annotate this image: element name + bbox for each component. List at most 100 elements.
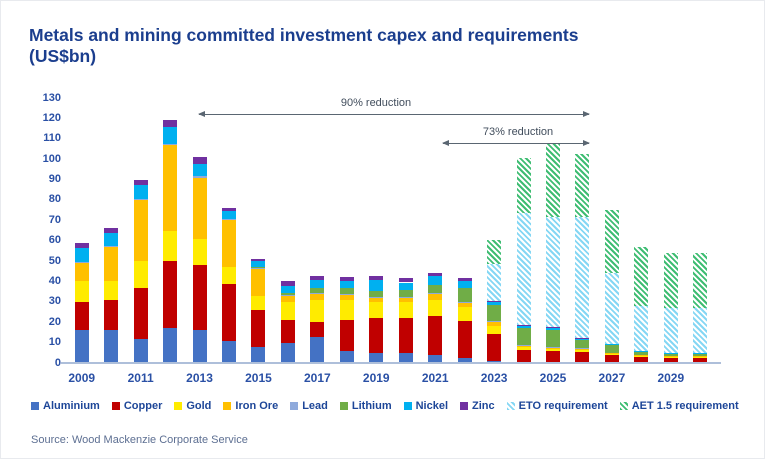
y-tick-label-120: 120 (42, 111, 61, 124)
segment-2013-nickel (192, 164, 207, 177)
segment-2010-gold (104, 281, 119, 300)
segment-2019-iron-ore (369, 297, 384, 302)
segment-2023-aluminium (487, 360, 502, 363)
y-tick-label-20: 20 (48, 315, 61, 328)
segment-2017-iron-ore (310, 293, 325, 300)
segment-2010-nickel (104, 232, 119, 246)
segment-2025-lead (546, 346, 560, 348)
segment-2018-lithium (339, 287, 354, 294)
segment-2021-aluminium (428, 354, 443, 363)
segment-2024-zinc (516, 325, 531, 327)
bar-2016 (280, 281, 295, 363)
segment-2021-lead (428, 292, 443, 294)
segment-2023-zinc (487, 300, 502, 302)
segment-2018-nickel (339, 281, 354, 288)
segment-2020-nickel (398, 282, 413, 290)
segment-2023-nickel (487, 301, 502, 305)
y-tick-label-40: 40 (48, 274, 61, 287)
legend-swatch-copper (111, 402, 120, 410)
segment-2020-lithium (398, 289, 413, 297)
y-tick-label-70: 70 (48, 213, 61, 226)
y-tick-label-130: 130 (42, 91, 61, 104)
segment-2029-aet-1-5-requirement (663, 252, 678, 308)
legend-swatch-lead (290, 402, 299, 410)
segment-2012-zinc (163, 120, 178, 127)
segment-2010-zinc (104, 228, 119, 233)
segment-2015-nickel (251, 261, 266, 268)
segment-2022-lead (457, 301, 472, 303)
legend-swatch-gold (174, 402, 183, 410)
segment-2026-nickel (575, 338, 590, 340)
legend-label-aluminium: Aluminium (43, 400, 100, 412)
segment-2019-nickel (369, 280, 384, 291)
segment-2013-gold (192, 238, 207, 266)
bar-2017 (310, 276, 325, 363)
segment-2018-zinc (339, 277, 354, 282)
segment-2014-zinc (222, 208, 236, 212)
segment-2025-lithium (546, 330, 560, 347)
chart-title: Metals and mining committed investment c… (29, 25, 729, 68)
segment-2016-lead (280, 294, 295, 296)
x-tick-label-2025: 2025 (539, 371, 567, 385)
segment-2025-nickel (546, 328, 560, 331)
segment-2014-aluminium (222, 340, 236, 363)
segment-2030-aet-1-5-requirement (693, 252, 708, 308)
segment-2023-aet-1-5-requirement (487, 239, 502, 265)
segment-2022-iron-ore (457, 302, 472, 307)
segment-2013-lead (192, 176, 207, 178)
segment-2015-zinc (251, 259, 266, 262)
segment-2017-lithium (310, 287, 325, 293)
segment-2027-iron-ore (604, 352, 619, 354)
segment-2025-zinc (546, 327, 560, 329)
segment-2011-nickel (133, 184, 148, 199)
bar-2028 (634, 246, 649, 363)
segment-2028-eto-requirement (634, 305, 649, 351)
segment-2023-copper (487, 334, 502, 361)
segment-2024-gold (516, 346, 531, 350)
segment-2029-copper (663, 357, 678, 362)
segment-2030-eto-requirement (693, 307, 708, 353)
legend-label-eto-requirement: ETO requirement (518, 400, 608, 412)
segment-2028-nickel (634, 350, 649, 352)
segment-2021-zinc (428, 273, 443, 277)
segment-2016-zinc (280, 281, 295, 286)
segment-2012-aluminium (163, 328, 178, 363)
segment-2030-iron-ore (693, 355, 708, 357)
legend-swatch-iron-ore (223, 402, 232, 410)
segment-2015-lithium (251, 267, 266, 269)
bar-2013 (192, 157, 207, 363)
segment-2021-nickel (428, 276, 443, 285)
legend-swatch-lithium (339, 402, 348, 410)
segment-2020-zinc (398, 278, 413, 283)
legend-item-eto-requirement: ETO requirement (506, 400, 608, 412)
segment-2013-copper (192, 265, 207, 331)
legend-item-aet-1-5-requirement: AET 1.5 requirement (619, 400, 739, 412)
segment-2016-aluminium (280, 342, 295, 363)
segment-2018-copper (339, 320, 354, 351)
segment-2012-copper (163, 261, 178, 329)
segment-2012-iron-ore (163, 144, 178, 231)
segment-2017-lead (310, 292, 325, 294)
segment-2026-gold (575, 349, 590, 352)
legend-item-zinc: Zinc (460, 400, 495, 412)
segment-2024-lithium (516, 328, 531, 345)
segment-2019-gold (369, 301, 384, 319)
segment-2027-eto-requirement (604, 273, 619, 344)
segment-2027-aet-1-5-requirement (604, 210, 619, 274)
segment-2021-lithium (428, 284, 443, 293)
y-tick-label-10: 10 (48, 336, 61, 349)
segment-2026-aet-1-5-requirement (575, 154, 590, 218)
segment-2025-copper (546, 350, 560, 362)
segment-2029-eto-requirement (663, 307, 678, 353)
bar-2014 (222, 208, 236, 363)
segment-2011-iron-ore (133, 199, 148, 262)
segment-2015-iron-ore (251, 269, 266, 296)
bar-2026 (575, 154, 590, 363)
segment-2014-lead (222, 219, 236, 221)
y-tick-label-80: 80 (48, 193, 61, 206)
y-tick-label-30: 30 (48, 295, 61, 308)
segment-2020-copper (398, 318, 413, 353)
segment-2024-eto-requirement (516, 213, 531, 326)
segment-2020-gold (398, 301, 413, 319)
